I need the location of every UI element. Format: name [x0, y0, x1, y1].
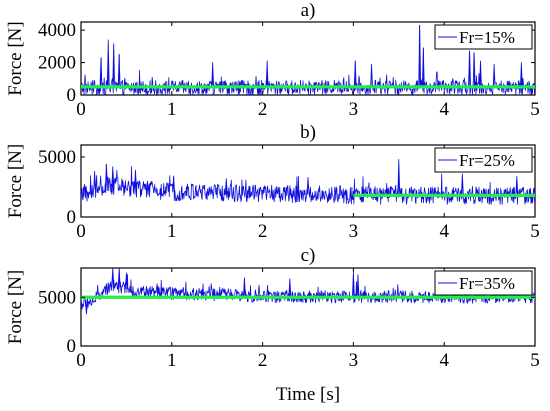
panel-title: a) [301, 0, 316, 21]
y-axis-label: Force [N] [5, 270, 26, 344]
x-tick-label: 0 [76, 350, 86, 371]
x-tick-label: 3 [349, 350, 359, 371]
x-tick-label: 3 [349, 99, 359, 120]
x-tick-label: 5 [530, 99, 540, 120]
y-tick-label: 0 [67, 85, 77, 106]
series-line [81, 159, 535, 205]
y-tick-label: 5000 [38, 287, 76, 308]
panel-title: c) [301, 245, 316, 266]
x-tick-label: 4 [439, 99, 449, 120]
x-tick-label: 4 [439, 350, 449, 371]
x-axis-label: Time [s] [276, 384, 340, 405]
x-tick-label: 1 [167, 350, 177, 371]
panel-b: 0 1 2 3 4 5 0 5000 b) Force [N] Fr=25% [5, 122, 540, 242]
x-tick-label: 2 [258, 350, 268, 371]
legend-label: Fr=15% [459, 28, 515, 47]
legend-label: Fr=25% [459, 151, 515, 170]
y-tick-label: 5000 [38, 147, 76, 168]
series-group [81, 159, 535, 205]
panel-c: 0 1 2 3 4 5 0 5000 c) Force [N] Time [s] Fr=35% [5, 245, 540, 405]
series-group [81, 24, 535, 95]
x-tick-label: 4 [439, 221, 449, 242]
panel-title: b) [300, 122, 316, 143]
y-tick-label: 4000 [38, 20, 76, 41]
series-line [81, 24, 535, 95]
x-tick-label: 5 [530, 221, 540, 242]
y-axis-label: Force [N] [5, 21, 26, 95]
x-tick-label: 5 [530, 350, 540, 371]
legend: Fr=25% [434, 147, 533, 173]
y-tick-label: 0 [67, 207, 77, 228]
x-tick-label: 2 [258, 99, 268, 120]
y-axis-label: Force [N] [5, 144, 26, 218]
x-tick-label: 1 [167, 99, 177, 120]
legend: Fr=35% [434, 270, 533, 296]
x-tick-label: 0 [76, 99, 86, 120]
x-tick-label: 1 [167, 221, 177, 242]
x-tick-label: 0 [76, 221, 86, 242]
legend-label: Fr=35% [459, 274, 515, 293]
y-tick-label: 0 [67, 336, 77, 357]
legend: Fr=15% [434, 24, 533, 50]
y-tick-label: 2000 [38, 53, 76, 74]
x-tick-label: 3 [349, 221, 359, 242]
x-tick-label: 2 [258, 221, 268, 242]
panel-a: 0 1 2 3 4 5 0 2000 4000 a) Force [N] Fr=15% [5, 0, 540, 120]
